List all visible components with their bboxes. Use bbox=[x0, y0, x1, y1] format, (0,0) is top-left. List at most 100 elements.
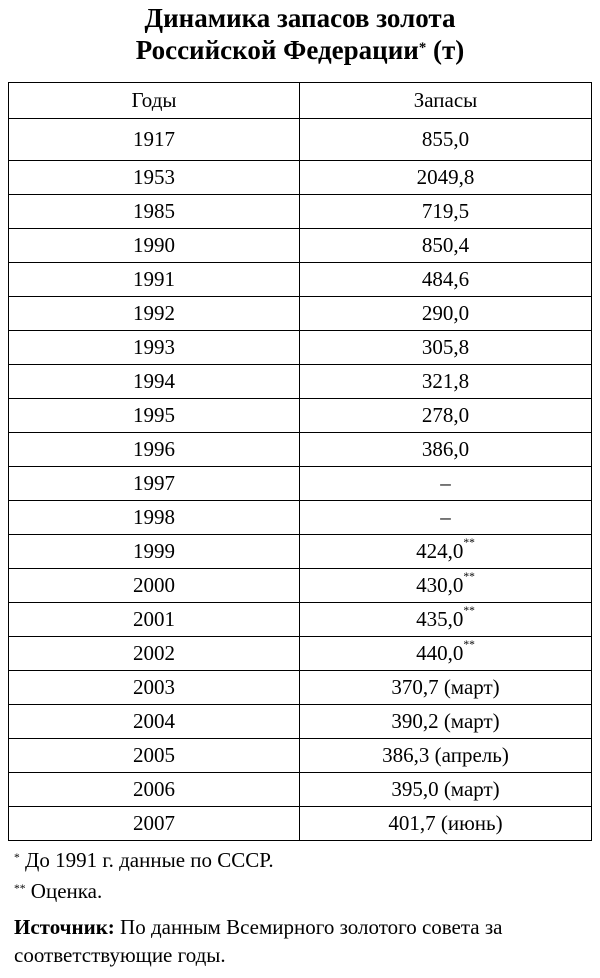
unit: (т) bbox=[432, 35, 465, 65]
year-cell: 1917 bbox=[8, 118, 300, 161]
table-row: 1998 – bbox=[8, 500, 592, 535]
title-line: Динамика запасов золота bbox=[144, 3, 456, 33]
year-cell: 1990 bbox=[8, 228, 300, 263]
title: Динамика запасов золота Российской Федер… bbox=[0, 0, 600, 82]
year-cell: 2002 bbox=[8, 636, 300, 671]
table-row: 2000 430,0** bbox=[8, 568, 592, 603]
value-cell: 850,4 bbox=[299, 228, 592, 263]
year-cell: 1994 bbox=[8, 364, 300, 399]
value: 855,0 bbox=[421, 127, 470, 151]
footnote: ** Оценка. bbox=[14, 876, 600, 907]
value: 440,0 bbox=[416, 641, 464, 665]
table-row: 1992 290,0 bbox=[8, 296, 592, 331]
value: 395,0 (март) bbox=[391, 777, 500, 801]
value-cell: 401,7 (июнь) bbox=[299, 806, 592, 841]
value-cell: 440,0** bbox=[299, 636, 592, 671]
table-row: 2002 440,0** bbox=[8, 636, 592, 671]
year-cell: 2003 bbox=[8, 670, 300, 705]
value-cell: 390,2 (март) bbox=[299, 704, 592, 739]
footnote-text: До 1991 г. данные по СССР. bbox=[25, 848, 274, 872]
footnote-mark: ** bbox=[463, 571, 475, 583]
table-row: 1993 305,8 bbox=[8, 330, 592, 365]
column-header: Запасы bbox=[299, 82, 592, 119]
table-row: 2001 435,0** bbox=[8, 602, 592, 637]
value-cell: 370,7 (март) bbox=[299, 670, 592, 705]
value: 386,3 (апрель) bbox=[382, 743, 509, 767]
value-cell: 395,0 (март) bbox=[299, 772, 592, 807]
year-cell: 1993 bbox=[8, 330, 300, 365]
footnote: * До 1991 г. данные по СССР. bbox=[14, 845, 600, 876]
value-cell: 386,0 bbox=[299, 432, 592, 467]
year-cell: 1998 bbox=[8, 500, 300, 535]
year-cell: 1995 bbox=[8, 398, 300, 433]
value-cell: 719,5 bbox=[299, 194, 592, 229]
table-row: 1994 321,8 bbox=[8, 364, 592, 399]
value-cell: 424,0** bbox=[299, 534, 592, 569]
value: 435,0 bbox=[416, 607, 464, 631]
value: 386,0 bbox=[421, 437, 470, 461]
footnote-mark: ** bbox=[463, 639, 475, 651]
table-row: 1997 – bbox=[8, 466, 592, 501]
value-cell: 386,3 (апрель) bbox=[299, 738, 592, 773]
value: 424,0 bbox=[416, 539, 464, 563]
year-cell: 1985 bbox=[8, 194, 300, 229]
title-text: Российской Федерации bbox=[135, 35, 419, 65]
year-cell: 1997 bbox=[8, 466, 300, 501]
table-row: 1999 424,0** bbox=[8, 534, 592, 569]
year-cell: 2004 bbox=[8, 704, 300, 739]
value: 390,2 (март) bbox=[391, 709, 500, 733]
value: 401,7 (июнь) bbox=[388, 811, 503, 835]
value: 850,4 bbox=[421, 233, 470, 257]
value: – bbox=[440, 471, 451, 495]
header-row: Годы Запасы bbox=[8, 82, 592, 119]
value-cell: 321,8 bbox=[299, 364, 592, 399]
source-label: Источник: bbox=[14, 915, 115, 939]
year-cell: 2006 bbox=[8, 772, 300, 807]
table-row: 1917 855,0 bbox=[8, 118, 592, 161]
value: 2049,8 bbox=[416, 165, 475, 189]
table-row: 1985 719,5 bbox=[8, 194, 592, 229]
value: – bbox=[440, 505, 451, 529]
footnote-mark: * bbox=[14, 852, 20, 864]
table-row: 1990 850,4 bbox=[8, 228, 592, 263]
table-row: 2004 390,2 (март) bbox=[8, 704, 592, 739]
year-cell: 2001 bbox=[8, 602, 300, 637]
title-line: Российской Федерации* (т) bbox=[0, 34, 600, 66]
value-cell: 855,0 bbox=[299, 118, 592, 161]
value: 290,0 bbox=[421, 301, 470, 325]
year-cell: 1996 bbox=[8, 432, 300, 467]
source-text: По данным Всемирного золотого совета за … bbox=[14, 915, 503, 967]
table-row: 2003 370,7 (март) bbox=[8, 670, 592, 705]
value: 430,0 bbox=[416, 573, 464, 597]
year-cell: 2007 bbox=[8, 806, 300, 841]
year-cell: 1999 bbox=[8, 534, 300, 569]
value: 321,8 bbox=[421, 369, 470, 393]
value-cell: 2049,8 bbox=[299, 160, 592, 195]
value-cell: – bbox=[299, 500, 592, 535]
value-cell: 430,0** bbox=[299, 568, 592, 603]
table-row: 2007 401,7 (июнь) bbox=[8, 806, 592, 841]
year-cell: 2000 bbox=[8, 568, 300, 603]
value: 278,0 bbox=[421, 403, 470, 427]
value-cell: 278,0 bbox=[299, 398, 592, 433]
footnote-mark: ** bbox=[463, 605, 475, 617]
value-cell: 305,8 bbox=[299, 330, 592, 365]
table-body: 1917 855,0 1953 2049,8 1985 719,5 1990 850,4 199… bbox=[8, 118, 592, 841]
table-row: 1995 278,0 bbox=[8, 398, 592, 433]
table-row: 1996 386,0 bbox=[8, 432, 592, 467]
footnote-mark: ** bbox=[463, 537, 475, 549]
footnotes: * До 1991 г. данные по СССР. ** Оценка. bbox=[0, 841, 600, 907]
table-row: 2006 395,0 (март) bbox=[8, 772, 592, 807]
value: 370,7 (март) bbox=[391, 675, 500, 699]
value-cell: 484,6 bbox=[299, 262, 592, 297]
year-cell: 1991 bbox=[8, 262, 300, 297]
footnote-text: Оценка. bbox=[30, 879, 103, 903]
table-row: 1991 484,6 bbox=[8, 262, 592, 297]
footnote-mark: ** bbox=[14, 883, 26, 895]
value-cell: 435,0** bbox=[299, 602, 592, 637]
value-cell: – bbox=[299, 466, 592, 501]
value: 305,8 bbox=[421, 335, 470, 359]
year-cell: 1953 bbox=[8, 160, 300, 195]
year-cell: 1992 bbox=[8, 296, 300, 331]
